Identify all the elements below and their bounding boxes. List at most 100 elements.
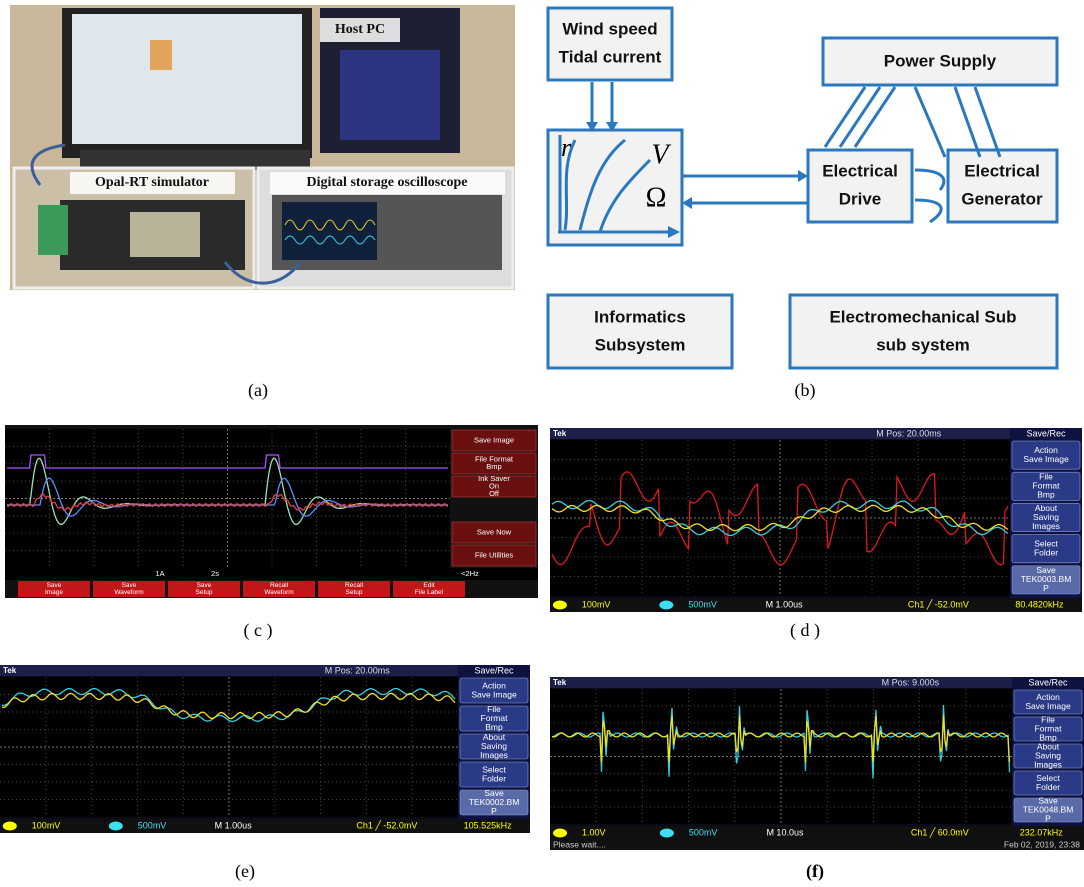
label-line: Subsystem xyxy=(595,335,686,354)
status-text: 1A xyxy=(155,569,164,578)
channel-badge xyxy=(109,822,123,831)
status-text: Ch1 ╱ -52.0mV xyxy=(356,819,417,831)
status-text: M 10.0us xyxy=(766,827,804,837)
top-bar xyxy=(550,677,1012,688)
photo-label: Opal-RT simulator xyxy=(95,175,209,190)
footer-text: Please wait.... xyxy=(553,839,606,849)
label-line: Images xyxy=(480,750,508,760)
label-line: File Utilities xyxy=(475,550,514,559)
symbol: Ω xyxy=(646,182,667,213)
label-line: Save xyxy=(47,582,62,589)
channel-badge xyxy=(660,829,674,838)
monitor-screen xyxy=(72,14,302,144)
channel-badge xyxy=(553,601,567,610)
label-line: Images xyxy=(1034,759,1062,769)
node-box xyxy=(548,295,732,368)
status-text: M 1.00us xyxy=(215,820,253,830)
tower-panel xyxy=(340,50,440,140)
label-line: P xyxy=(491,806,497,816)
figure: Host PC Opal-RT simulator Digital storag… xyxy=(0,0,1084,887)
arrow xyxy=(915,87,1000,157)
label-line: Folder xyxy=(1036,782,1060,792)
menu-title: Save/Rec xyxy=(474,665,514,675)
label-line: Save Image xyxy=(471,689,517,699)
channel-badge xyxy=(3,822,17,831)
label-line: P xyxy=(1045,813,1051,823)
label-line: Bmp xyxy=(1037,490,1055,500)
status-text: Ch1 ╱ 60.0mV xyxy=(911,826,969,838)
label-line: Images xyxy=(1032,521,1060,531)
label-line: Folder xyxy=(482,773,506,783)
label-line: Electrical xyxy=(822,161,898,180)
label-line: Save Now xyxy=(477,527,512,536)
label-line: Setup xyxy=(196,589,213,596)
status-bar xyxy=(5,568,538,580)
oscilloscope-screenshot: Save ImageFile FormatBmpInk SaverOnOffSa… xyxy=(5,425,538,598)
caption: ( d ) xyxy=(790,620,820,641)
status-text: 100mV xyxy=(582,599,611,609)
label-line: Save xyxy=(197,582,212,589)
label-line: Waveform xyxy=(264,589,293,596)
position: M Pos: 9.000s xyxy=(882,677,940,687)
brand: Tek xyxy=(553,678,567,687)
status-text: 100mV xyxy=(32,820,61,830)
label-line: Bmp xyxy=(485,722,503,732)
label-line: sub system xyxy=(876,335,970,354)
status-text: <2Hz xyxy=(461,569,479,578)
label-line: Recall xyxy=(270,582,289,589)
channel-badge xyxy=(659,601,673,610)
channel-badge xyxy=(553,829,567,838)
label-line: Save Image xyxy=(1025,701,1071,711)
label-line: Waveform xyxy=(114,589,143,596)
menu-title: Save/Rec xyxy=(1026,428,1066,438)
label-line: Save Image xyxy=(1023,454,1069,464)
label-line: Bmp xyxy=(486,462,501,471)
symbol: r xyxy=(561,133,572,162)
label-line: Drive xyxy=(839,189,882,208)
opal-rt-front xyxy=(130,212,200,257)
status-text: M 1.00us xyxy=(766,599,804,609)
label-line: Setup xyxy=(346,589,363,596)
node-box xyxy=(790,295,1057,368)
position: M Pos: 20.00ms xyxy=(325,665,391,675)
label-line: Save xyxy=(122,582,137,589)
oscilloscope-screen xyxy=(282,202,377,260)
arrow xyxy=(592,82,612,125)
label-line: Tidal current xyxy=(559,47,662,66)
board xyxy=(38,205,68,255)
arrow xyxy=(915,170,944,222)
status-bar xyxy=(0,819,530,833)
status-text: 232.07kHz xyxy=(1020,827,1064,837)
arrow xyxy=(825,87,895,147)
status-text: 1.00V xyxy=(582,827,606,837)
label-line: Recall xyxy=(345,582,364,589)
photo-label: Digital storage oscilloscope xyxy=(307,175,468,190)
status-text: 500mV xyxy=(138,820,167,830)
label-line: Electrical xyxy=(964,161,1040,180)
status-text: 2s xyxy=(211,569,219,578)
footer-text: Feb 02, 2019, 23:38 xyxy=(1004,839,1080,849)
photo-setup: Host PC Opal-RT simulator Digital storag… xyxy=(10,5,515,290)
caption: (a) xyxy=(248,380,268,401)
label-line: Informatics xyxy=(594,307,686,326)
position: M Pos: 20.00ms xyxy=(876,428,942,438)
status-text: Ch1 ╱ -52.0mV xyxy=(908,598,969,610)
label-line: Save Image xyxy=(474,435,514,444)
screen-window xyxy=(150,40,172,70)
status-text: 80.4820kHz xyxy=(1015,599,1064,609)
label-line: Wind speed xyxy=(562,19,657,38)
label-line: Edit xyxy=(423,582,434,589)
scope-panels: TekM Pos: 20.00msSave/RecActionSave Imag… xyxy=(0,425,1084,850)
status-text: 500mV xyxy=(688,599,717,609)
label-line: P xyxy=(1043,583,1049,593)
caption: (f) xyxy=(806,861,824,882)
label-line: Folder xyxy=(1034,547,1058,557)
label-line: Off xyxy=(489,489,500,498)
symbol: V xyxy=(651,139,671,170)
status-text: 500mV xyxy=(689,827,718,837)
photo-label: Host PC xyxy=(335,22,385,37)
brand: Tek xyxy=(553,429,567,438)
status-bar xyxy=(550,598,1082,612)
